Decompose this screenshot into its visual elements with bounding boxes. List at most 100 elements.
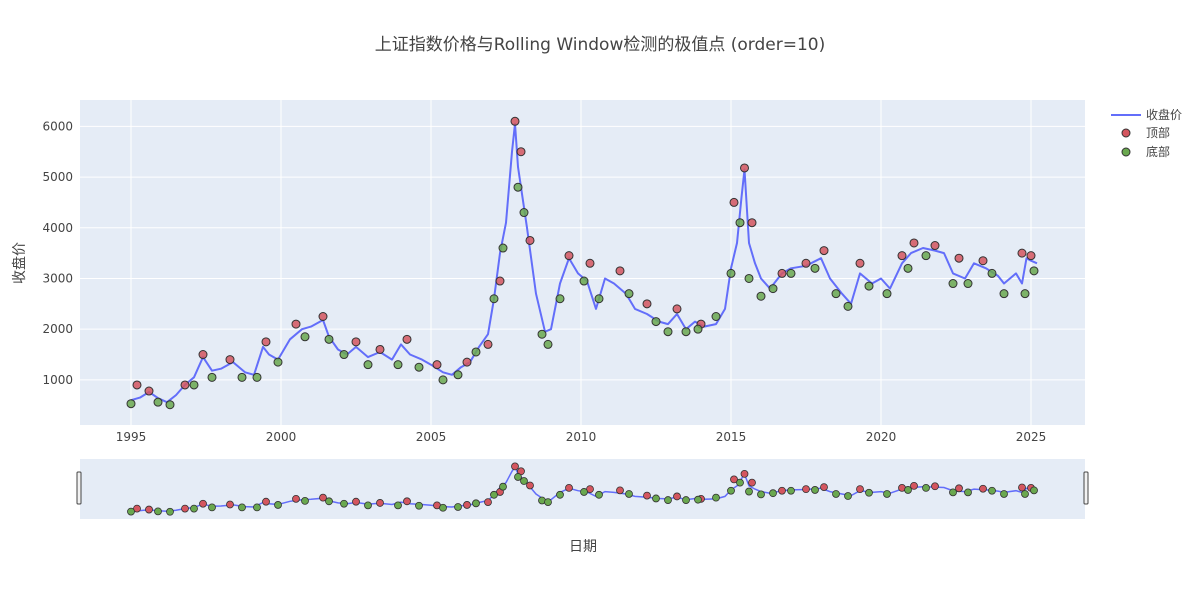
legend-item-close[interactable]: 收盘价 bbox=[1111, 107, 1182, 122]
range-slider-trough-marker bbox=[787, 486, 795, 495]
peak-marker[interactable] bbox=[801, 258, 811, 268]
plot-area[interactable] bbox=[80, 100, 1085, 425]
peak-marker[interactable] bbox=[198, 350, 208, 360]
peak-marker[interactable] bbox=[909, 238, 919, 248]
legend-item-peak[interactable]: 顶部 bbox=[1121, 125, 1170, 140]
peak-marker[interactable] bbox=[516, 147, 526, 157]
range-slider-peak-marker bbox=[133, 504, 141, 513]
peak-marker[interactable] bbox=[642, 299, 652, 309]
trough-marker[interactable] bbox=[543, 339, 553, 349]
trough-marker[interactable] bbox=[594, 294, 604, 304]
trough-marker[interactable] bbox=[831, 289, 841, 299]
trough-marker[interactable] bbox=[711, 311, 721, 321]
trough-marker[interactable] bbox=[414, 362, 424, 372]
peak-marker[interactable] bbox=[954, 253, 964, 263]
peak-marker[interactable] bbox=[1017, 248, 1027, 258]
trough-marker[interactable] bbox=[300, 332, 310, 342]
peak-marker[interactable] bbox=[1026, 251, 1036, 261]
trough-marker[interactable] bbox=[489, 294, 499, 304]
trough-marker[interactable] bbox=[726, 268, 736, 278]
peak-marker[interactable] bbox=[291, 319, 301, 329]
trough-marker[interactable] bbox=[252, 372, 262, 382]
trough-marker[interactable] bbox=[579, 276, 589, 286]
trough-marker[interactable] bbox=[438, 375, 448, 385]
peak-marker[interactable] bbox=[897, 251, 907, 261]
trough-marker[interactable] bbox=[786, 268, 796, 278]
trough-marker[interactable] bbox=[273, 357, 283, 367]
trough-marker[interactable] bbox=[189, 380, 199, 390]
peak-marker[interactable] bbox=[855, 258, 865, 268]
range-slider-trough-marker bbox=[301, 496, 309, 505]
trough-marker[interactable] bbox=[843, 301, 853, 311]
trough-marker[interactable] bbox=[624, 289, 634, 299]
peak-marker[interactable] bbox=[261, 337, 271, 347]
peak-marker[interactable] bbox=[740, 163, 749, 173]
trough-marker[interactable] bbox=[1029, 266, 1039, 276]
trough-marker[interactable] bbox=[768, 284, 778, 294]
trough-marker[interactable] bbox=[324, 334, 334, 344]
trough-marker[interactable] bbox=[237, 372, 247, 382]
trough-marker[interactable] bbox=[921, 251, 931, 261]
peak-marker[interactable] bbox=[510, 116, 520, 126]
trough-marker[interactable] bbox=[453, 370, 463, 380]
close-price-line bbox=[130, 122, 1038, 404]
range-slider[interactable] bbox=[76, 459, 1089, 519]
peak-marker[interactable] bbox=[672, 304, 682, 314]
trough-marker[interactable] bbox=[519, 208, 529, 218]
trough-marker[interactable] bbox=[963, 279, 973, 289]
trough-marker[interactable] bbox=[651, 317, 661, 327]
peak-marker[interactable] bbox=[585, 258, 595, 268]
peak-marker[interactable] bbox=[132, 380, 142, 390]
trough-marker[interactable] bbox=[810, 263, 820, 273]
range-slider-right-handle[interactable] bbox=[1083, 471, 1089, 505]
trough-marker[interactable] bbox=[735, 218, 745, 228]
peak-marker[interactable] bbox=[615, 266, 625, 276]
trough-marker[interactable] bbox=[864, 281, 874, 291]
trough-marker[interactable] bbox=[393, 360, 403, 370]
peak-marker[interactable] bbox=[225, 355, 235, 365]
trough-marker[interactable] bbox=[693, 324, 703, 334]
legend-item-trough[interactable]: 底部 bbox=[1121, 144, 1170, 159]
trough-marker[interactable] bbox=[1020, 289, 1030, 299]
trough-marker[interactable] bbox=[537, 329, 547, 339]
trough-marker[interactable] bbox=[126, 399, 136, 409]
peak-marker[interactable] bbox=[180, 380, 190, 390]
peak-marker[interactable] bbox=[432, 360, 442, 370]
trough-marker[interactable] bbox=[207, 372, 217, 382]
peak-marker[interactable] bbox=[930, 241, 940, 251]
trough-marker[interactable] bbox=[882, 289, 892, 299]
trough-marker[interactable] bbox=[903, 263, 913, 273]
peak-marker[interactable] bbox=[525, 235, 535, 245]
peak-marker[interactable] bbox=[747, 218, 757, 228]
peak-marker[interactable] bbox=[483, 339, 493, 349]
range-slider-left-handle[interactable] bbox=[76, 471, 82, 505]
trough-marker[interactable] bbox=[165, 400, 175, 410]
peak-marker[interactable] bbox=[375, 344, 385, 354]
peak-marker[interactable] bbox=[495, 276, 505, 286]
trough-marker[interactable] bbox=[555, 294, 565, 304]
trough-marker[interactable] bbox=[471, 347, 481, 357]
peak-marker[interactable] bbox=[777, 268, 787, 278]
trough-marker[interactable] bbox=[987, 268, 997, 278]
trough-marker[interactable] bbox=[744, 273, 754, 283]
trough-marker[interactable] bbox=[339, 350, 349, 360]
peak-marker[interactable] bbox=[978, 256, 988, 266]
peak-marker[interactable] bbox=[729, 197, 739, 207]
peak-marker[interactable] bbox=[318, 311, 328, 321]
peak-marker[interactable] bbox=[819, 246, 829, 256]
trough-marker[interactable] bbox=[756, 291, 766, 301]
trough-marker[interactable] bbox=[999, 289, 1009, 299]
trough-marker[interactable] bbox=[363, 360, 373, 370]
trough-marker[interactable] bbox=[513, 182, 523, 192]
peak-marker[interactable] bbox=[402, 334, 412, 344]
peak-marker[interactable] bbox=[564, 251, 574, 261]
trough-marker[interactable] bbox=[153, 397, 163, 407]
trough-marker[interactable] bbox=[681, 327, 691, 337]
peak-marker[interactable] bbox=[144, 386, 154, 396]
trough-marker[interactable] bbox=[498, 243, 508, 253]
trough-marker[interactable] bbox=[663, 327, 673, 337]
legend: 收盘价 顶部 底部 bbox=[1111, 107, 1182, 159]
peak-marker[interactable] bbox=[462, 357, 472, 367]
peak-marker[interactable] bbox=[351, 337, 361, 347]
trough-marker[interactable] bbox=[948, 279, 958, 289]
